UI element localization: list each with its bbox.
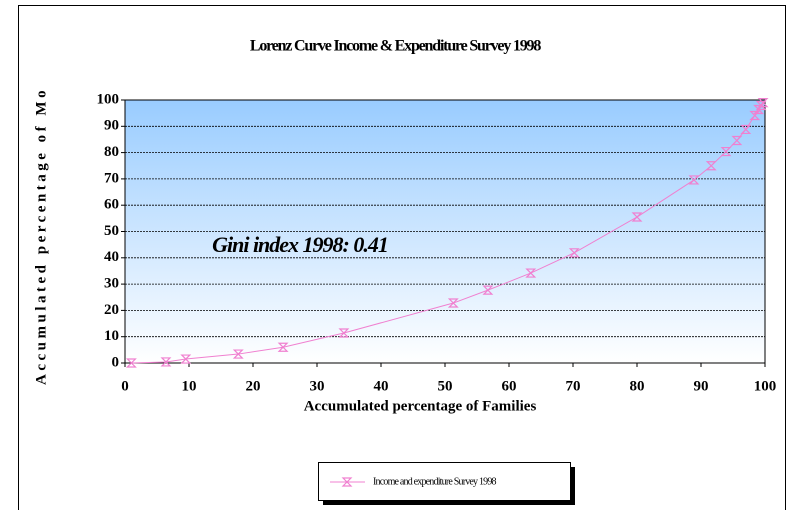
x-axis-label: Accumulated percentage of Families	[304, 398, 537, 414]
data-point	[757, 98, 769, 108]
x-tick-label: 30	[310, 378, 325, 394]
annotation: Gini index 1998: 0.41	[212, 232, 388, 257]
y-tick-label: 80	[104, 144, 119, 160]
y-tick-label: 100	[97, 91, 120, 107]
y-tick-label: 40	[104, 249, 119, 265]
y-tick-label: 20	[104, 302, 119, 318]
x-tick-label: 90	[694, 378, 709, 394]
frame	[18, 5, 786, 510]
data-point	[705, 161, 717, 171]
y-tick-label: 90	[104, 118, 119, 134]
chart-title: Lorenz Curve Income & Expenditure Survey…	[250, 38, 541, 55]
data-point	[125, 358, 137, 368]
data-point	[482, 285, 494, 295]
y-tick-label: 30	[104, 276, 119, 292]
y-tick-label: 10	[104, 328, 119, 344]
data-point	[180, 354, 192, 364]
x-tick-label: 70	[566, 378, 581, 394]
data-point	[740, 124, 752, 135]
data-point	[277, 342, 289, 352]
legend-marker	[341, 477, 353, 487]
y-tick-label: 50	[104, 223, 119, 239]
data-point	[720, 146, 732, 157]
data-point	[447, 298, 459, 308]
x-tick-label: 10	[182, 378, 197, 394]
data-point	[731, 135, 743, 146]
legend-label: Income and expenditure Survey 1998	[373, 476, 497, 487]
data-point	[688, 175, 700, 185]
x-tick-label: 20	[246, 378, 261, 394]
x-tick-label: 40	[374, 378, 389, 394]
data-point	[232, 349, 244, 359]
x-tick-label: 80	[630, 378, 645, 394]
data-point	[338, 328, 350, 338]
x-tick-label: 0	[121, 378, 129, 394]
x-tick-label: 50	[438, 378, 453, 394]
y-tick-label: 0	[112, 354, 120, 370]
legend-item	[330, 477, 365, 487]
x-tick-label: 100	[754, 378, 777, 394]
y-tick-label: 70	[104, 170, 119, 186]
y-tick-label: 60	[104, 197, 119, 213]
x-tick-label: 60	[502, 378, 517, 394]
data-point	[160, 357, 172, 367]
data-point	[631, 212, 643, 222]
y-axis-label: Accumulated percentage of Mo	[33, 87, 49, 385]
data-point	[568, 248, 580, 258]
data-point	[525, 268, 537, 278]
